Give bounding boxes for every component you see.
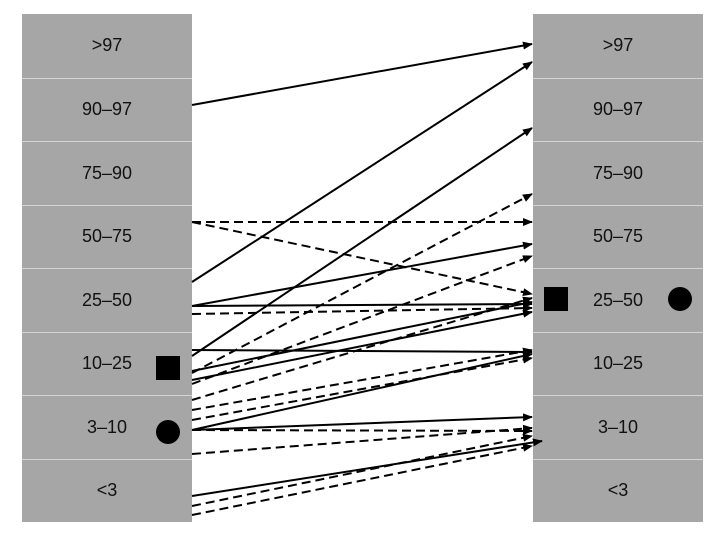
band-label: 10–25 [81,353,133,374]
dashed-arrow-12 [191,221,533,297]
dashed-arrow-18 [191,355,533,421]
band-label: 75–90 [81,162,133,183]
band-label: 10–25 [592,353,644,374]
right-band-lt3: <3 [533,458,703,522]
band-label: <3 [607,480,629,501]
dashed-arrow-14 [191,193,533,374]
left-band-lt3: <3 [22,458,192,522]
band-label: 25–50 [81,289,133,310]
dashed-arrow-16 [191,296,533,401]
solid-arrow-10 [191,438,543,497]
square-marker-right [544,287,568,311]
band-label: 90–97 [592,99,644,120]
right-band-3-10: 3–10 [533,395,703,459]
band-label: 25–50 [592,289,644,310]
band-label: 3–10 [86,416,128,437]
solid-arrow-1 [191,61,533,283]
solid-arrow-8 [191,352,533,431]
right-band-10-25: 10–25 [533,331,703,395]
band-label: >97 [91,35,123,56]
arrow-group [191,41,543,516]
solid-arrow-7 [191,347,533,356]
dashed-arrow-13 [191,304,533,315]
left-band-50-75: 50–75 [22,204,192,268]
circle-marker-right [668,287,692,311]
band-label: 3–10 [597,416,639,437]
solid-arrow-9 [191,413,533,431]
solid-arrow-3 [191,241,533,307]
right-band-75-90: 75–90 [533,141,703,205]
dashed-arrow-15 [191,255,533,385]
right-band-90-97: 90–97 [533,77,703,141]
left-band-90-97: 90–97 [22,77,192,141]
band-label: 50–75 [592,226,644,247]
band-label: 75–90 [592,162,644,183]
right-percentile-column: >97 90–97 75–90 50–75 25–50 10–25 3–10 <… [533,14,703,522]
circle-marker-left [156,420,180,444]
dashed-arrow-22 [191,443,533,516]
band-label: <3 [96,480,118,501]
right-band-50-75: 50–75 [533,204,703,268]
dashed-arrow-17 [191,347,533,411]
solid-arrow-2 [191,127,533,357]
solid-arrow-4 [191,300,533,309]
left-band-25-50: 25–50 [22,268,192,332]
solid-arrow-6 [191,309,533,381]
dashed-arrow-20 [191,424,533,455]
band-label: 90–97 [81,99,133,120]
band-label: >97 [602,35,634,56]
left-percentile-column: >97 90–97 75–90 50–75 25–50 10–25 3–10 <… [22,14,192,522]
dashed-arrow-21 [191,433,533,507]
solid-arrow-0 [191,41,533,106]
left-band-gt97: >97 [22,14,192,78]
solid-arrow-5 [191,299,533,372]
square-marker-left [156,356,180,380]
dashed-arrow-19 [191,426,533,435]
right-band-gt97: >97 [533,14,703,78]
band-label: 50–75 [81,226,133,247]
left-band-75-90: 75–90 [22,141,192,205]
